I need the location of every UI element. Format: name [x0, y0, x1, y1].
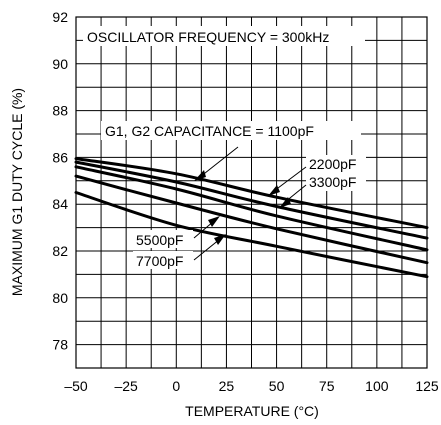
- y-tick-label: 84: [52, 196, 68, 212]
- cap-5500-arrowhead: [208, 216, 220, 227]
- cap-3300-label-bg: [306, 173, 366, 191]
- cap-5500-label-bg: [133, 230, 193, 248]
- y-tick-label: 86: [52, 149, 68, 165]
- x-tick-label: 25: [219, 378, 235, 394]
- frequency-annotation-bg: [83, 26, 365, 46]
- y-tick-label: 88: [52, 103, 68, 119]
- y-tick-label: 80: [52, 290, 68, 306]
- x-tick-label: 75: [319, 378, 335, 394]
- series-line-5500pF: [74, 174, 429, 265]
- frequency-annotation: OSCILLATOR FREQUENCY = 300kHz: [87, 29, 329, 45]
- plot-frame: [75, 16, 428, 369]
- cap-1100-label-bg: [101, 121, 361, 140]
- series-line-3300pF: [74, 165, 429, 252]
- y-tick-label: 78: [52, 337, 68, 353]
- x-tick-label: 125: [415, 378, 439, 394]
- y-axis-label: MAXIMUM G1 DUTY CYCLE (%): [9, 88, 25, 296]
- cap-7700-leader: [193, 238, 221, 261]
- x-tick-label: –50: [64, 378, 88, 394]
- cap-1100-arrowhead: [194, 170, 206, 181]
- cap-2200-label: 2200pF: [309, 156, 356, 172]
- tick-labels: –50 –25 0 25 50 75 100 125 78 80 82 84 86 88 90 92: [52, 9, 438, 394]
- cap-2200-label-bg: [306, 155, 366, 173]
- cap-2200-leader: [273, 166, 307, 192]
- cap-7700-label-bg: [133, 251, 193, 269]
- x-tick-label: 100: [365, 378, 389, 394]
- x-tick-label: –25: [114, 378, 138, 394]
- y-tick-label: 92: [52, 9, 68, 25]
- cap-7700-label: 7700pF: [136, 253, 183, 269]
- grid-lines: [76, 17, 427, 368]
- cap-5500-label: 5500pF: [136, 232, 183, 248]
- y-tick-label: 90: [52, 56, 68, 72]
- cap-2200-arrowhead: [268, 185, 280, 196]
- x-axis-label: TEMPERATURE (°C): [185, 403, 319, 419]
- cap-1100-leader: [199, 146, 239, 178]
- cap-7700-arrowhead: [214, 234, 226, 245]
- x-tick-label: 0: [172, 378, 180, 394]
- cap-3300-arrowhead: [279, 197, 291, 208]
- series-line-2200pF: [74, 160, 429, 240]
- cap-1100-label: G1, G2 CAPACITANCE = 1100pF: [105, 123, 314, 139]
- y-tick-label: 82: [52, 243, 68, 259]
- x-tick-label: 50: [269, 378, 285, 394]
- series-lines: [74, 157, 429, 279]
- series-line-1100pF: [74, 157, 429, 230]
- series-line-7700pF: [74, 191, 429, 279]
- cap-3300-label: 3300pF: [309, 174, 356, 190]
